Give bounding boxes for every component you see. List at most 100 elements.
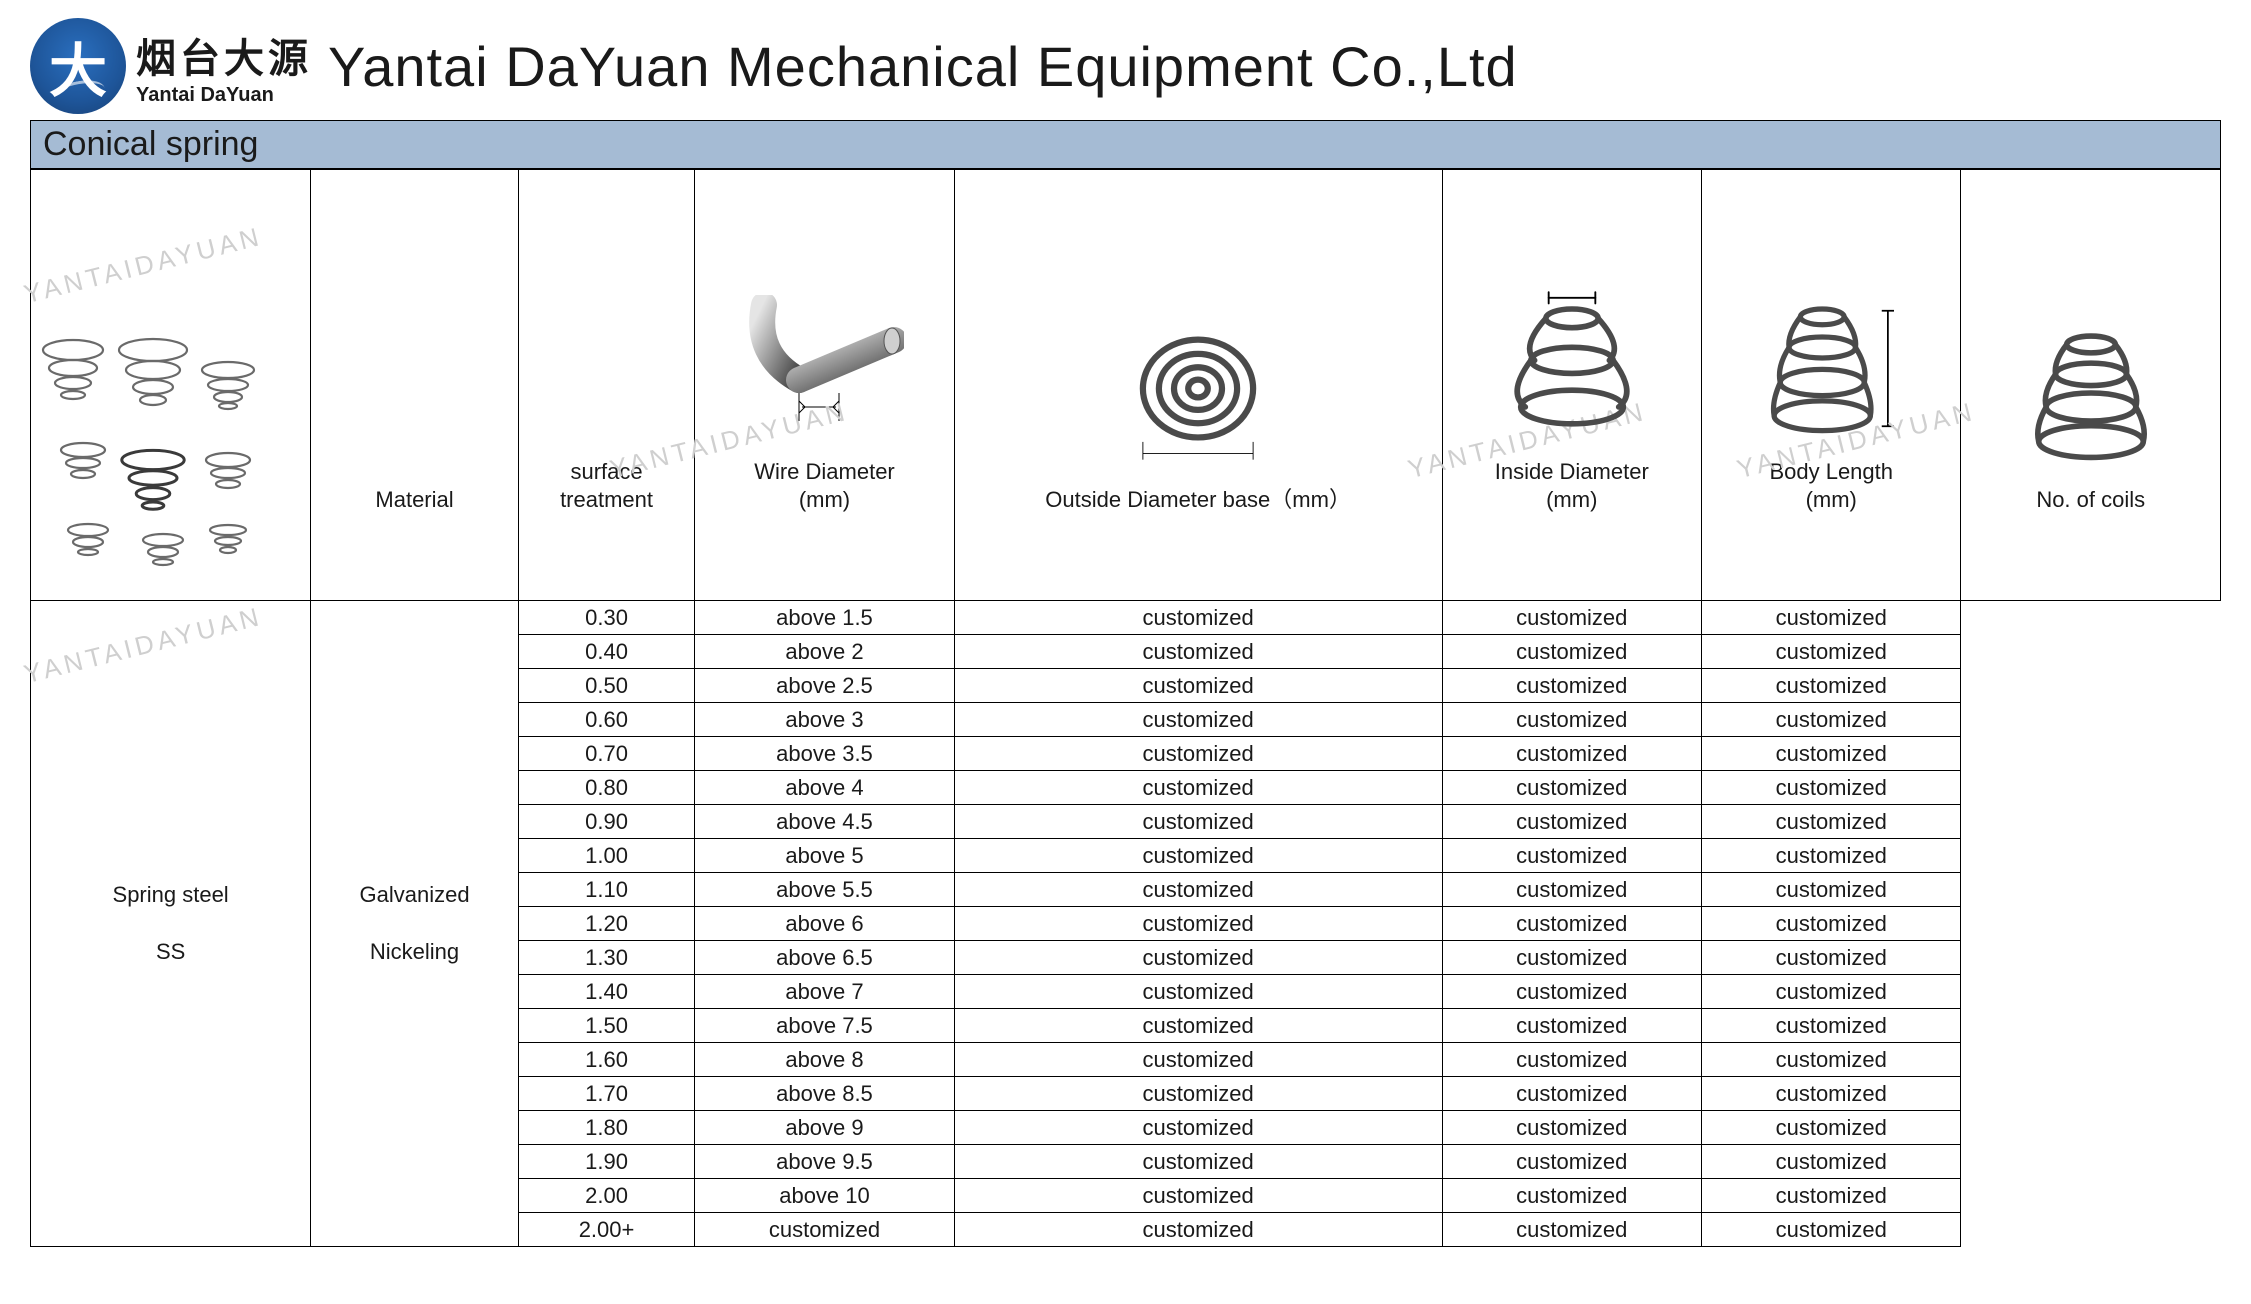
body-length-cell: customized <box>1442 975 1701 1009</box>
num-coils-cell: customized <box>1702 1077 1961 1111</box>
col-header-length: YANTAIDAYUAN <box>1702 170 1961 601</box>
wire-diameter-cell: 0.30 <box>518 601 694 635</box>
outside-diameter-cell: above 2 <box>695 635 954 669</box>
num-coils-icon <box>2021 318 2161 468</box>
conical-springs-collage-icon <box>33 170 273 600</box>
num-coils-cell: customized <box>1702 1213 1961 1247</box>
table-header-row: YANTAIDAYUAN YANTAIDAYUAN <box>31 170 2221 601</box>
inside-diameter-cell: customized <box>954 873 1442 907</box>
body-length-cell: customized <box>1442 669 1701 703</box>
wire-diameter-cell: 0.60 <box>518 703 694 737</box>
wire-diameter-cell: 0.80 <box>518 771 694 805</box>
body-length-cell: customized <box>1442 1009 1701 1043</box>
col-label: Material <box>375 486 453 515</box>
surface-cell: Galvanized Nickeling <box>311 601 519 1247</box>
outside-diameter-cell: above 10 <box>695 1179 954 1213</box>
col-label: No. of coils <box>2036 486 2145 515</box>
wire-diameter-icon <box>744 295 904 435</box>
body-length-cell: customized <box>1442 1213 1701 1247</box>
col-header-id: Inside Diameter (mm) <box>1442 170 1701 601</box>
col-label: Inside Diameter (mm) <box>1495 458 1649 515</box>
num-coils-cell: customized <box>1702 635 1961 669</box>
col-header-coils: No. of coils <box>1961 170 2221 601</box>
num-coils-cell: customized <box>1702 601 1961 635</box>
body-length-cell: customized <box>1442 601 1701 635</box>
num-coils-cell: customized <box>1702 941 1961 975</box>
inside-diameter-cell: customized <box>954 1077 1442 1111</box>
num-coils-cell: customized <box>1702 975 1961 1009</box>
surface-value: Galvanized <box>313 881 516 910</box>
wire-diameter-cell: 1.20 <box>518 907 694 941</box>
outside-diameter-cell: above 5 <box>695 839 954 873</box>
wire-diameter-cell: 1.90 <box>518 1145 694 1179</box>
body-length-cell: customized <box>1442 635 1701 669</box>
inside-diameter-cell: customized <box>954 1179 1442 1213</box>
num-coils-cell: customized <box>1702 1009 1961 1043</box>
num-coils-cell: customized <box>1702 1043 1961 1077</box>
wire-diameter-cell: 1.50 <box>518 1009 694 1043</box>
outside-diameter-cell: above 1.5 <box>695 601 954 635</box>
wire-diameter-cell: 0.70 <box>518 737 694 771</box>
wire-diameter-cell: 1.80 <box>518 1111 694 1145</box>
wire-diameter-cell: 0.90 <box>518 805 694 839</box>
outside-diameter-cell: above 9 <box>695 1111 954 1145</box>
body-length-cell: customized <box>1442 703 1701 737</box>
wire-diameter-cell: 1.00 <box>518 839 694 873</box>
outside-diameter-cell: above 6.5 <box>695 941 954 975</box>
outside-diameter-cell: above 5.5 <box>695 873 954 907</box>
inside-diameter-cell: customized <box>954 1111 1442 1145</box>
num-coils-cell: customized <box>1702 1179 1961 1213</box>
outside-diameter-cell: above 4 <box>695 771 954 805</box>
logo-text-block: 烟台大源 Yantai DaYuan <box>136 26 312 107</box>
wire-diameter-cell: 1.10 <box>518 873 694 907</box>
inside-diameter-cell: customized <box>954 737 1442 771</box>
col-header-od: YANTAIDAYUAN Outside Diameter base（mm） <box>954 170 1442 601</box>
outside-diameter-cell: above 8.5 <box>695 1077 954 1111</box>
inside-diameter-cell: customized <box>954 703 1442 737</box>
material-value: Spring steel <box>33 881 308 910</box>
body-length-cell: customized <box>1442 1043 1701 1077</box>
spec-table: YANTAIDAYUAN YANTAIDAYUAN <box>30 169 2221 1247</box>
inside-diameter-cell: customized <box>954 1213 1442 1247</box>
inside-diameter-cell: customized <box>954 635 1442 669</box>
wire-diameter-cell: 2.00 <box>518 1179 694 1213</box>
outside-diameter-cell: above 3 <box>695 703 954 737</box>
col-label: Outside Diameter base（mm） <box>1045 486 1351 515</box>
wire-diameter-cell: 1.40 <box>518 975 694 1009</box>
col-header-wire: YANTAIDAYUAN Wire Diameter (mm) <box>695 170 954 601</box>
col-label: Body Length (mm) <box>1769 458 1893 515</box>
num-coils-cell: customized <box>1702 737 1961 771</box>
col-label: Wire Diameter (mm) <box>754 458 895 515</box>
inside-diameter-cell: customized <box>954 601 1442 635</box>
outside-diameter-cell: above 3.5 <box>695 737 954 771</box>
material-value: SS <box>33 938 308 967</box>
logo-en: Yantai DaYuan <box>136 84 312 107</box>
inside-diameter-cell: customized <box>954 1009 1442 1043</box>
outside-diameter-icon <box>1118 313 1278 473</box>
wire-diameter-cell: 2.00+ <box>518 1213 694 1247</box>
num-coils-cell: customized <box>1702 771 1961 805</box>
num-coils-cell: customized <box>1702 873 1961 907</box>
outside-diameter-cell: above 8 <box>695 1043 954 1077</box>
num-coils-cell: customized <box>1702 1111 1961 1145</box>
logo-cn: 烟台大源 <box>136 26 312 84</box>
inside-diameter-cell: customized <box>954 1145 1442 1179</box>
wire-diameter-cell: 1.60 <box>518 1043 694 1077</box>
outside-diameter-cell: above 2.5 <box>695 669 954 703</box>
num-coils-cell: customized <box>1702 703 1961 737</box>
wire-diameter-cell: 0.40 <box>518 635 694 669</box>
col-label: surface treatment <box>560 458 653 515</box>
body-length-icon <box>1761 290 1901 440</box>
body-length-cell: customized <box>1442 1179 1701 1213</box>
inside-diameter-cell: customized <box>954 941 1442 975</box>
outside-diameter-cell: above 4.5 <box>695 805 954 839</box>
num-coils-cell: customized <box>1702 1145 1961 1179</box>
body-length-cell: customized <box>1442 805 1701 839</box>
col-header-material: Material <box>311 170 519 601</box>
body-length-cell: customized <box>1442 1111 1701 1145</box>
wire-diameter-cell: 0.50 <box>518 669 694 703</box>
inside-diameter-cell: customized <box>954 1043 1442 1077</box>
num-coils-cell: customized <box>1702 839 1961 873</box>
section-title: Conical spring <box>30 120 2221 169</box>
surface-value: Nickeling <box>313 938 516 967</box>
